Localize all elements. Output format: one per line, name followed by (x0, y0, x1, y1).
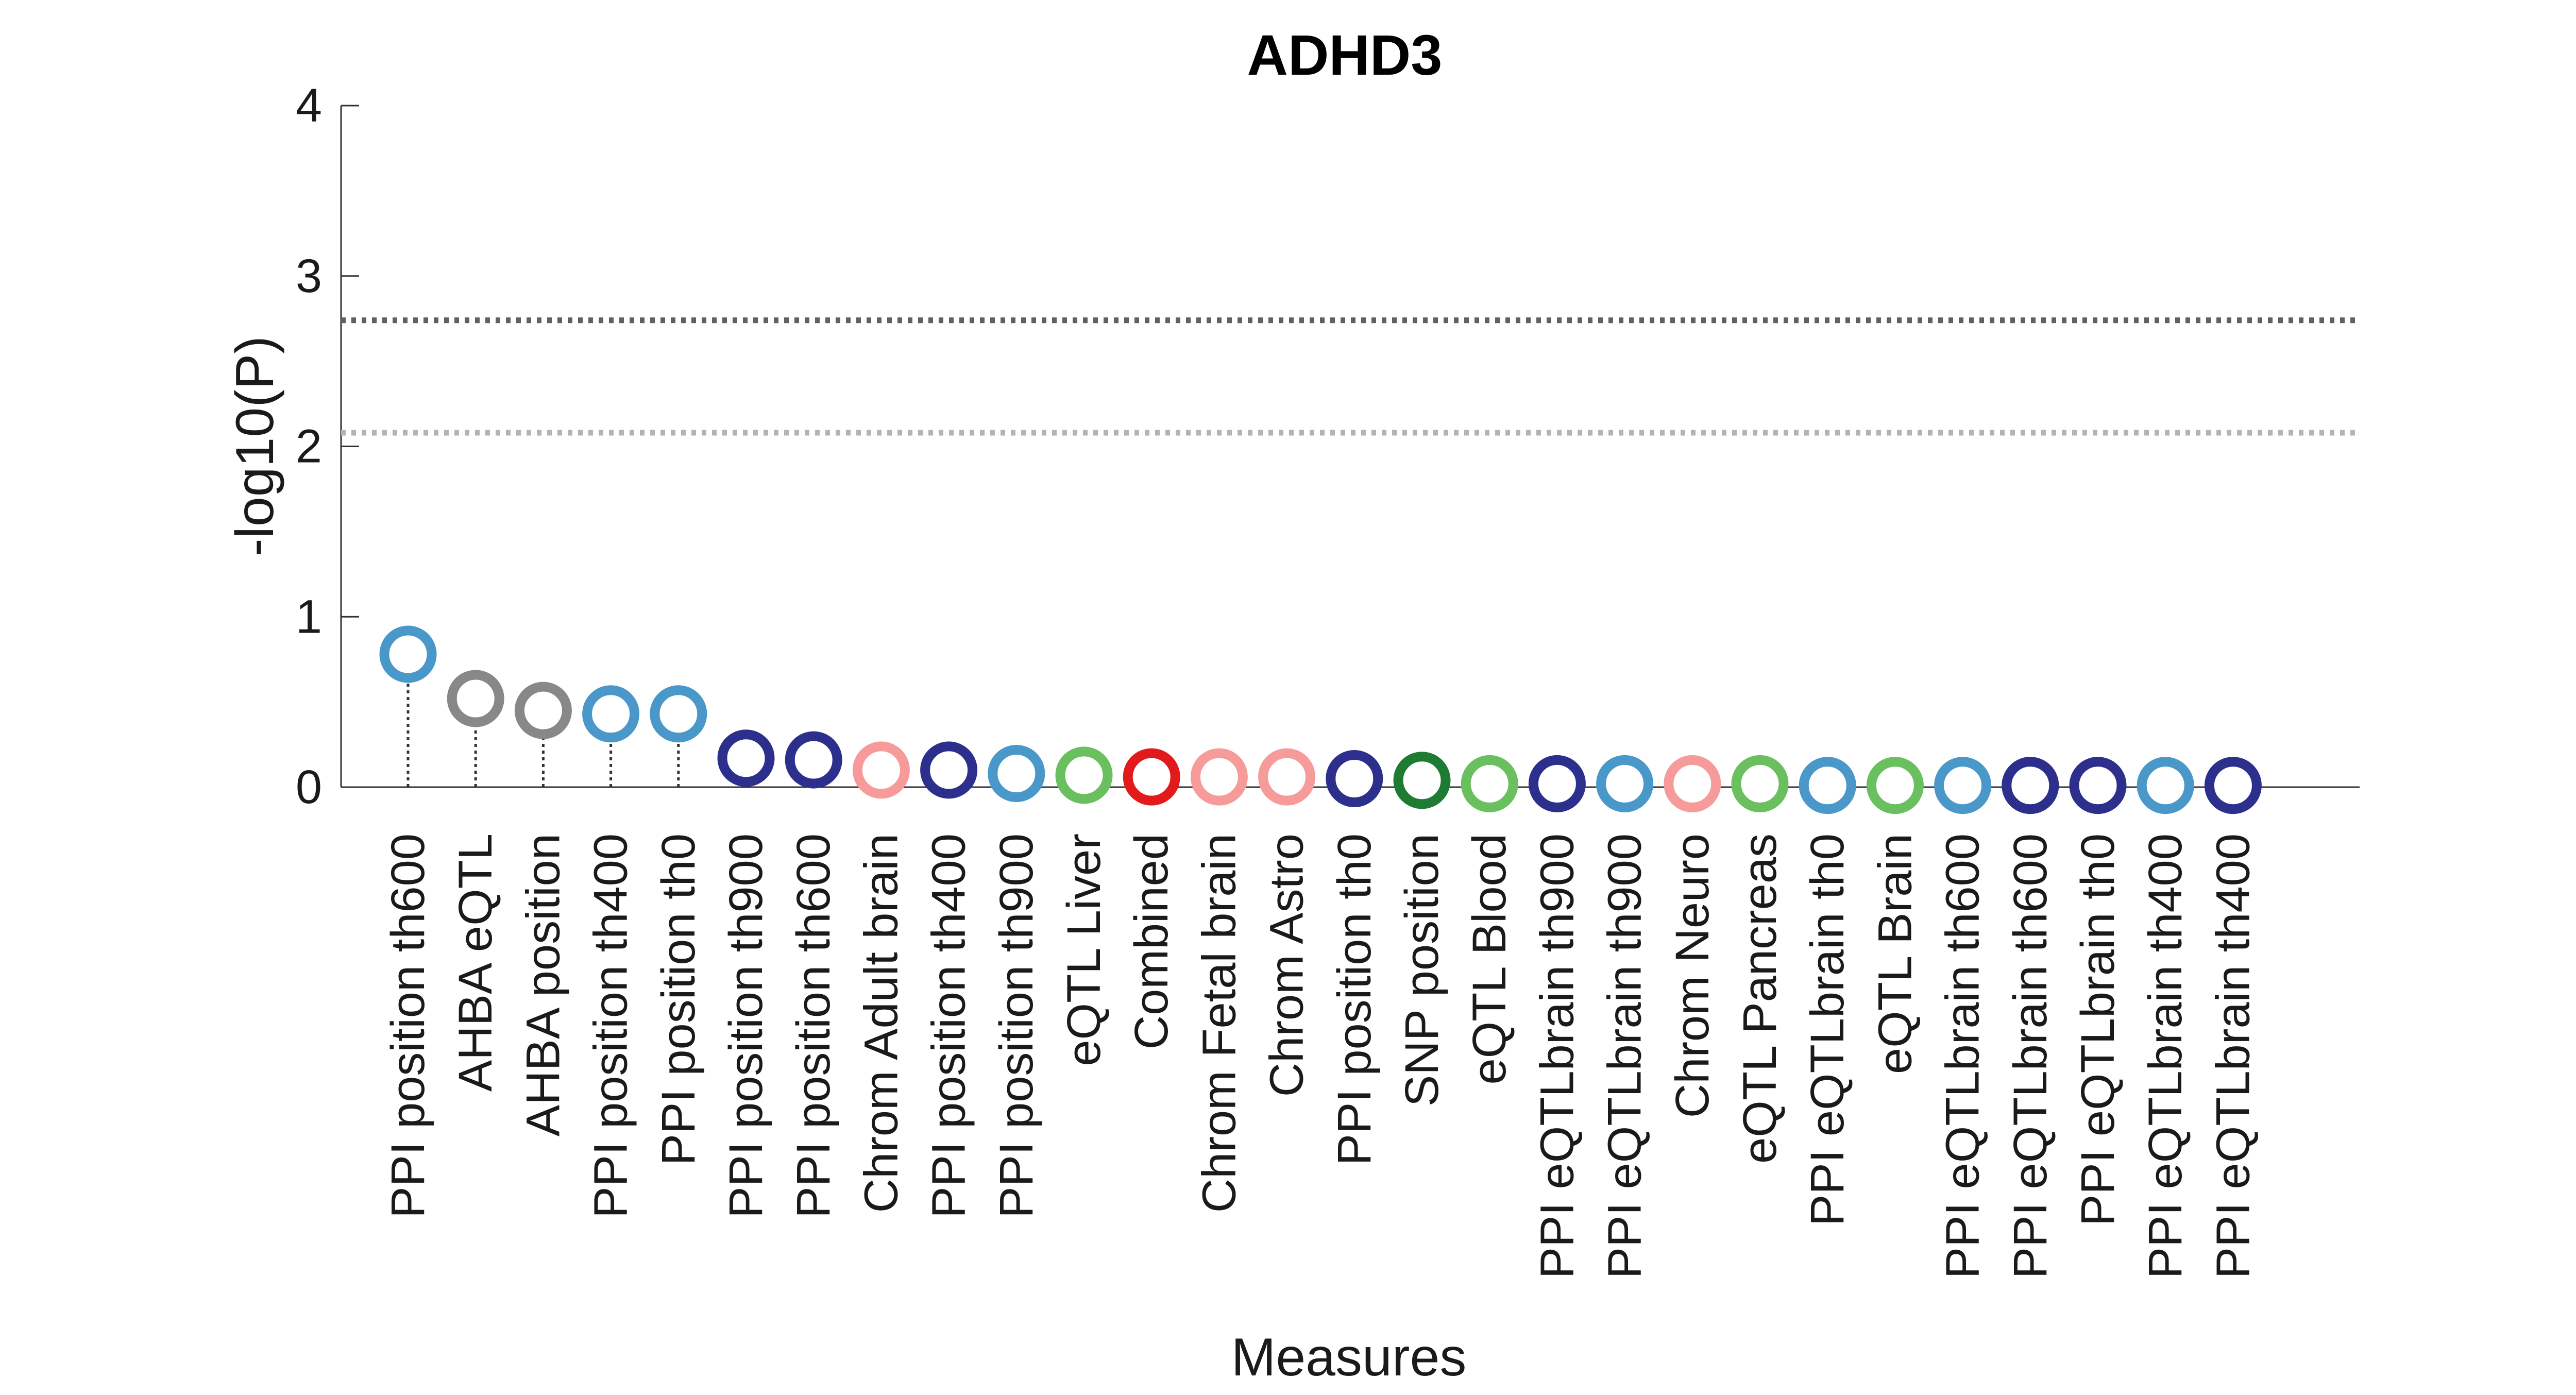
data-point (447, 670, 504, 727)
category-label: Chrom Fetal brain (1193, 833, 1245, 1213)
category-label: AHBA position (517, 833, 569, 1136)
markers (379, 625, 2262, 814)
y-tick-label: 0 (296, 761, 322, 813)
data-point (2137, 757, 2194, 814)
data-point (852, 741, 910, 799)
y-ticks: 0 1 2 3 4 (296, 79, 359, 813)
data-point (1258, 748, 1316, 806)
category-label: PPI eQTLbrain th900 (1531, 833, 1583, 1279)
data-point (1123, 748, 1180, 806)
y-tick-label: 4 (296, 79, 322, 132)
y-tick-label: 2 (296, 420, 322, 473)
category-label: PPI eQTLbrain th0 (1801, 833, 1854, 1226)
chart-title: ADHD3 (1247, 24, 1443, 87)
category-label: Combined (1125, 833, 1178, 1049)
category-label: PPI eQTLbrain th400 (2207, 833, 2259, 1279)
category-label: eQTL Liver (1058, 833, 1110, 1066)
category-label: Chrom Astro (1261, 833, 1313, 1097)
category-label: Chrom Neuro (1666, 833, 1719, 1118)
category-label: PPI eQTLbrain th900 (1599, 833, 1651, 1279)
data-point (650, 685, 707, 743)
category-label: PPI position th900 (720, 833, 772, 1218)
category-label: PPI position th900 (990, 833, 1043, 1218)
category-label: PPI position th600 (382, 833, 434, 1218)
data-point (514, 682, 572, 739)
category-label: SNP position (1396, 833, 1448, 1107)
data-point (1055, 746, 1113, 804)
category-label: PPI position th600 (787, 833, 840, 1218)
y-tick-label: 3 (296, 250, 322, 302)
data-point (1799, 757, 1856, 814)
category-label: AHBA eQTL (449, 833, 502, 1092)
category-label: PPI eQTLbrain th600 (2004, 833, 2057, 1279)
category-label: PPI position th400 (585, 833, 637, 1218)
category-label: PPI position th0 (652, 833, 705, 1165)
data-point (1461, 755, 1518, 812)
axes (340, 106, 2360, 788)
category-label: PPI position th0 (1328, 833, 1381, 1165)
y-axis-label: -log10(P) (225, 336, 285, 556)
y-tick-label: 1 (296, 590, 322, 643)
data-point (2002, 757, 2059, 814)
category-label: eQTL Blood (1463, 833, 1516, 1085)
category-label: eQTL Brain (1869, 833, 1921, 1074)
category-label: PPI eQTLbrain th600 (1937, 833, 1989, 1279)
data-point (1528, 755, 1586, 812)
data-point (2204, 757, 2262, 814)
category-label: Chrom Adult brain (855, 833, 907, 1213)
category-labels: PPI position th600 AHBA eQTL AHBA position… (382, 833, 2259, 1279)
data-point (717, 729, 775, 787)
data-point (1731, 755, 1789, 812)
data-point (1866, 757, 1924, 814)
data-point (1190, 748, 1248, 806)
data-point (1664, 755, 1721, 812)
data-point (1934, 757, 1992, 814)
data-point (379, 625, 437, 683)
category-label: eQTL Pancreas (1734, 833, 1786, 1164)
threshold-lines (341, 317, 2360, 436)
category-label: PPI eQTLbrain th0 (2072, 833, 2124, 1226)
x-axis-label: Measures (1231, 1328, 1467, 1387)
data-point (988, 745, 1045, 803)
category-label: PPI eQTLbrain th400 (2139, 833, 2192, 1279)
data-point (920, 741, 978, 799)
data-point (1393, 752, 1451, 809)
data-point (2069, 757, 2127, 814)
data-point (1596, 755, 1654, 812)
data-point (582, 685, 640, 743)
category-label: PPI position th400 (923, 833, 975, 1218)
data-point (785, 731, 842, 789)
data-point (1326, 750, 1383, 807)
